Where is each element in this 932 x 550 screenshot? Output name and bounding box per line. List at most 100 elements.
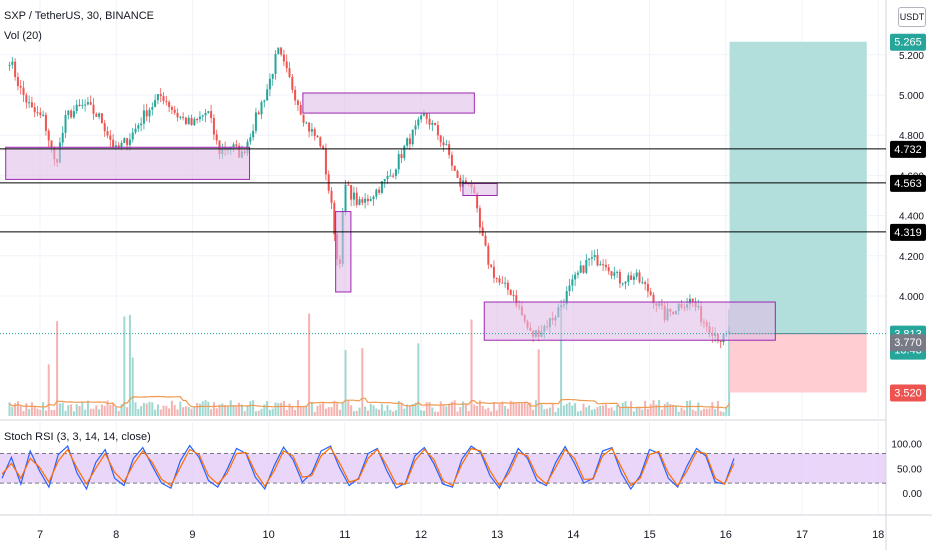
volume-bar bbox=[170, 400, 173, 416]
candle-body bbox=[649, 291, 652, 295]
candle-body bbox=[719, 340, 722, 343]
volume-bar bbox=[697, 402, 700, 416]
candle-body bbox=[260, 102, 263, 115]
volume-bar bbox=[680, 407, 683, 416]
candle-body bbox=[156, 94, 159, 101]
candle-body bbox=[574, 274, 577, 280]
volume-bar bbox=[495, 410, 498, 416]
volume-bar bbox=[425, 402, 428, 416]
position-tool[interactable] bbox=[729, 41, 867, 393]
time-tick: 15 bbox=[643, 529, 655, 541]
candle-body bbox=[593, 255, 596, 258]
volume-bar bbox=[120, 404, 123, 416]
stoch-tick: 0.00 bbox=[903, 489, 923, 500]
time-tick: 10 bbox=[262, 529, 274, 541]
volume-bar bbox=[509, 400, 512, 416]
volume-bar bbox=[106, 400, 109, 416]
volume-bar bbox=[490, 411, 493, 416]
volume-bar bbox=[28, 409, 31, 416]
candle-body bbox=[196, 118, 199, 120]
volume-bar bbox=[478, 400, 481, 416]
candle-body bbox=[344, 184, 347, 212]
volume-bar bbox=[646, 408, 649, 416]
candle-body bbox=[42, 114, 45, 116]
volume-bar bbox=[103, 405, 106, 416]
volume-bar bbox=[378, 409, 381, 416]
volume-bar bbox=[434, 411, 437, 416]
horizontal-levels[interactable] bbox=[0, 148, 886, 233]
volume-bar bbox=[526, 403, 529, 416]
volume-bar bbox=[249, 401, 252, 416]
volume-bar bbox=[226, 406, 229, 416]
volume-bar bbox=[610, 407, 613, 416]
volume-bar bbox=[338, 409, 341, 416]
volume-bar bbox=[33, 406, 36, 416]
candle-body bbox=[565, 291, 568, 305]
candle-body bbox=[39, 112, 42, 116]
time-tick: 9 bbox=[189, 529, 195, 541]
volume-bar bbox=[142, 402, 145, 416]
volume-bar bbox=[151, 402, 154, 416]
demand-supply-zones[interactable] bbox=[5, 92, 776, 341]
volume-bar bbox=[512, 401, 515, 416]
candle-body bbox=[103, 123, 106, 132]
candle-body bbox=[319, 137, 322, 147]
stoch-line bbox=[1, 444, 735, 491]
volume-bar bbox=[487, 407, 490, 416]
candle-body bbox=[638, 272, 641, 283]
candle-body bbox=[36, 112, 39, 114]
volume-legend: Vol (20) bbox=[4, 30, 42, 42]
candle-body bbox=[173, 109, 176, 113]
candle-body bbox=[324, 148, 327, 175]
volume-bar bbox=[291, 406, 294, 416]
candle-body bbox=[624, 281, 627, 284]
volume-bar bbox=[411, 404, 414, 416]
volume-bar bbox=[364, 406, 367, 416]
volume-bar bbox=[358, 407, 361, 416]
volume-bar bbox=[632, 411, 635, 416]
time-axis[interactable]: 7 8 9 10 11 12 13 14 15 16 17 18 bbox=[37, 529, 884, 541]
volume-bar bbox=[386, 405, 389, 416]
volume-bar bbox=[442, 405, 445, 416]
volume-bar bbox=[372, 405, 375, 416]
volume-bar bbox=[42, 402, 45, 416]
volume-bar bbox=[263, 404, 266, 416]
currency-button[interactable]: USDT bbox=[898, 7, 926, 27]
volume-bar bbox=[652, 400, 655, 416]
volume-bar bbox=[716, 400, 719, 416]
candle-body bbox=[204, 112, 207, 116]
volume-bar bbox=[128, 314, 131, 416]
price-axis[interactable]: 4.0004.2004.4004.6004.8005.0005.2000.005… bbox=[891, 51, 924, 500]
volume-bar bbox=[677, 411, 680, 416]
volume-bar bbox=[16, 401, 19, 416]
candle-body bbox=[375, 189, 378, 197]
volume-bar bbox=[319, 404, 322, 416]
volume-bar bbox=[145, 403, 148, 416]
stoch-tick: 50.00 bbox=[897, 464, 922, 475]
candle-body bbox=[201, 115, 204, 117]
candle-body bbox=[403, 145, 406, 159]
candle-body bbox=[81, 105, 84, 107]
volume-bar bbox=[481, 405, 484, 416]
volume-bar bbox=[568, 402, 571, 416]
volume-bar bbox=[574, 403, 577, 416]
volume-bar bbox=[282, 400, 285, 416]
volume-bar bbox=[22, 411, 25, 416]
volume-bar bbox=[571, 405, 574, 416]
volume-bar bbox=[621, 402, 624, 416]
candle-body bbox=[19, 85, 22, 88]
price-label-bg bbox=[890, 140, 926, 158]
volume-bar bbox=[445, 406, 448, 416]
stoch-band bbox=[0, 453, 886, 484]
volume-bar bbox=[660, 409, 663, 416]
candle-body bbox=[431, 122, 434, 125]
volume-bar bbox=[341, 403, 344, 416]
volume-bar bbox=[599, 405, 602, 416]
volume-bar bbox=[607, 408, 610, 416]
volume-bar bbox=[56, 321, 59, 416]
candle-body bbox=[170, 107, 173, 110]
candle-body bbox=[168, 101, 171, 108]
candle-body bbox=[100, 113, 103, 124]
